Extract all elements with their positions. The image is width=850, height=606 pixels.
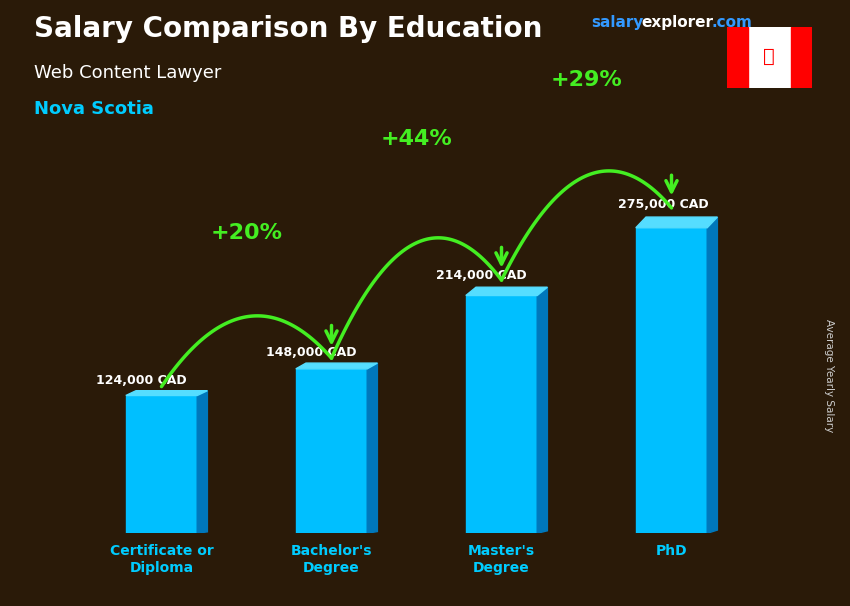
- Polygon shape: [296, 363, 377, 369]
- Bar: [727, 27, 748, 88]
- Bar: [296, 369, 367, 533]
- Text: Web Content Lawyer: Web Content Lawyer: [34, 64, 221, 82]
- Text: 214,000 CAD: 214,000 CAD: [436, 270, 526, 282]
- Text: +29%: +29%: [551, 70, 622, 90]
- Polygon shape: [707, 217, 717, 533]
- Text: Nova Scotia: Nova Scotia: [34, 100, 154, 118]
- Bar: [466, 296, 537, 533]
- Text: salary: salary: [591, 15, 643, 30]
- Text: explorer: explorer: [642, 15, 714, 30]
- Text: +20%: +20%: [211, 224, 282, 244]
- Text: 275,000 CAD: 275,000 CAD: [618, 198, 708, 211]
- Bar: [126, 396, 197, 533]
- Bar: [790, 27, 812, 88]
- Text: +44%: +44%: [381, 128, 452, 148]
- Polygon shape: [636, 217, 717, 228]
- Text: .com: .com: [711, 15, 752, 30]
- Text: 148,000 CAD: 148,000 CAD: [266, 346, 356, 359]
- Polygon shape: [537, 287, 547, 533]
- Polygon shape: [367, 363, 377, 533]
- Text: Salary Comparison By Education: Salary Comparison By Education: [34, 15, 542, 43]
- Polygon shape: [126, 391, 207, 396]
- Text: 🍁: 🍁: [763, 47, 775, 65]
- Polygon shape: [197, 391, 207, 533]
- Bar: [636, 228, 707, 533]
- Text: 124,000 CAD: 124,000 CAD: [96, 375, 186, 387]
- Polygon shape: [466, 287, 547, 296]
- Text: Average Yearly Salary: Average Yearly Salary: [824, 319, 834, 432]
